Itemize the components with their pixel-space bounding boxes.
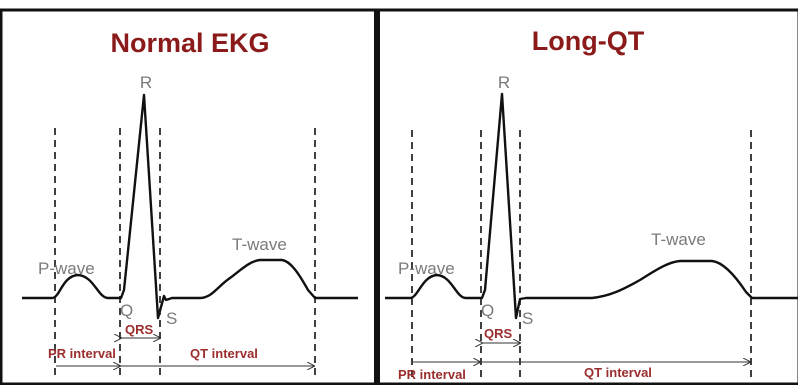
panel-divider bbox=[374, 10, 380, 385]
qrs-label: QRS bbox=[484, 326, 513, 341]
qrs-label: QRS bbox=[125, 322, 154, 337]
r-label: R bbox=[498, 73, 510, 92]
q-label: Q bbox=[120, 301, 133, 320]
p-wave-label: P-wave bbox=[398, 259, 455, 278]
t-wave-label: T-wave bbox=[232, 235, 287, 254]
p-wave-label: P-wave bbox=[38, 259, 95, 278]
qt-interval-label: QT interval bbox=[584, 365, 652, 380]
ekg-trace bbox=[22, 93, 358, 320]
qt-interval-label: QT interval bbox=[190, 346, 258, 361]
r-label: R bbox=[140, 73, 152, 92]
panel-long-qt: Long-QT R P-wave T-wave Q S QRS PR inter… bbox=[385, 26, 798, 382]
s-label: S bbox=[522, 309, 533, 328]
panel-normal-ekg: Normal EKG R P-wave T-wave Q S QRS PR in… bbox=[22, 28, 358, 378]
pr-interval-label: PR interval bbox=[48, 346, 116, 361]
s-label: S bbox=[166, 309, 177, 328]
ekg-trace bbox=[385, 92, 798, 320]
t-wave-label: T-wave bbox=[651, 230, 706, 249]
panel-title: Normal EKG bbox=[110, 28, 269, 58]
q-label: Q bbox=[481, 301, 494, 320]
outer-frame bbox=[0, 8, 798, 386]
panel-title: Long-QT bbox=[532, 26, 645, 56]
pr-interval-label: PR interval bbox=[398, 367, 466, 382]
